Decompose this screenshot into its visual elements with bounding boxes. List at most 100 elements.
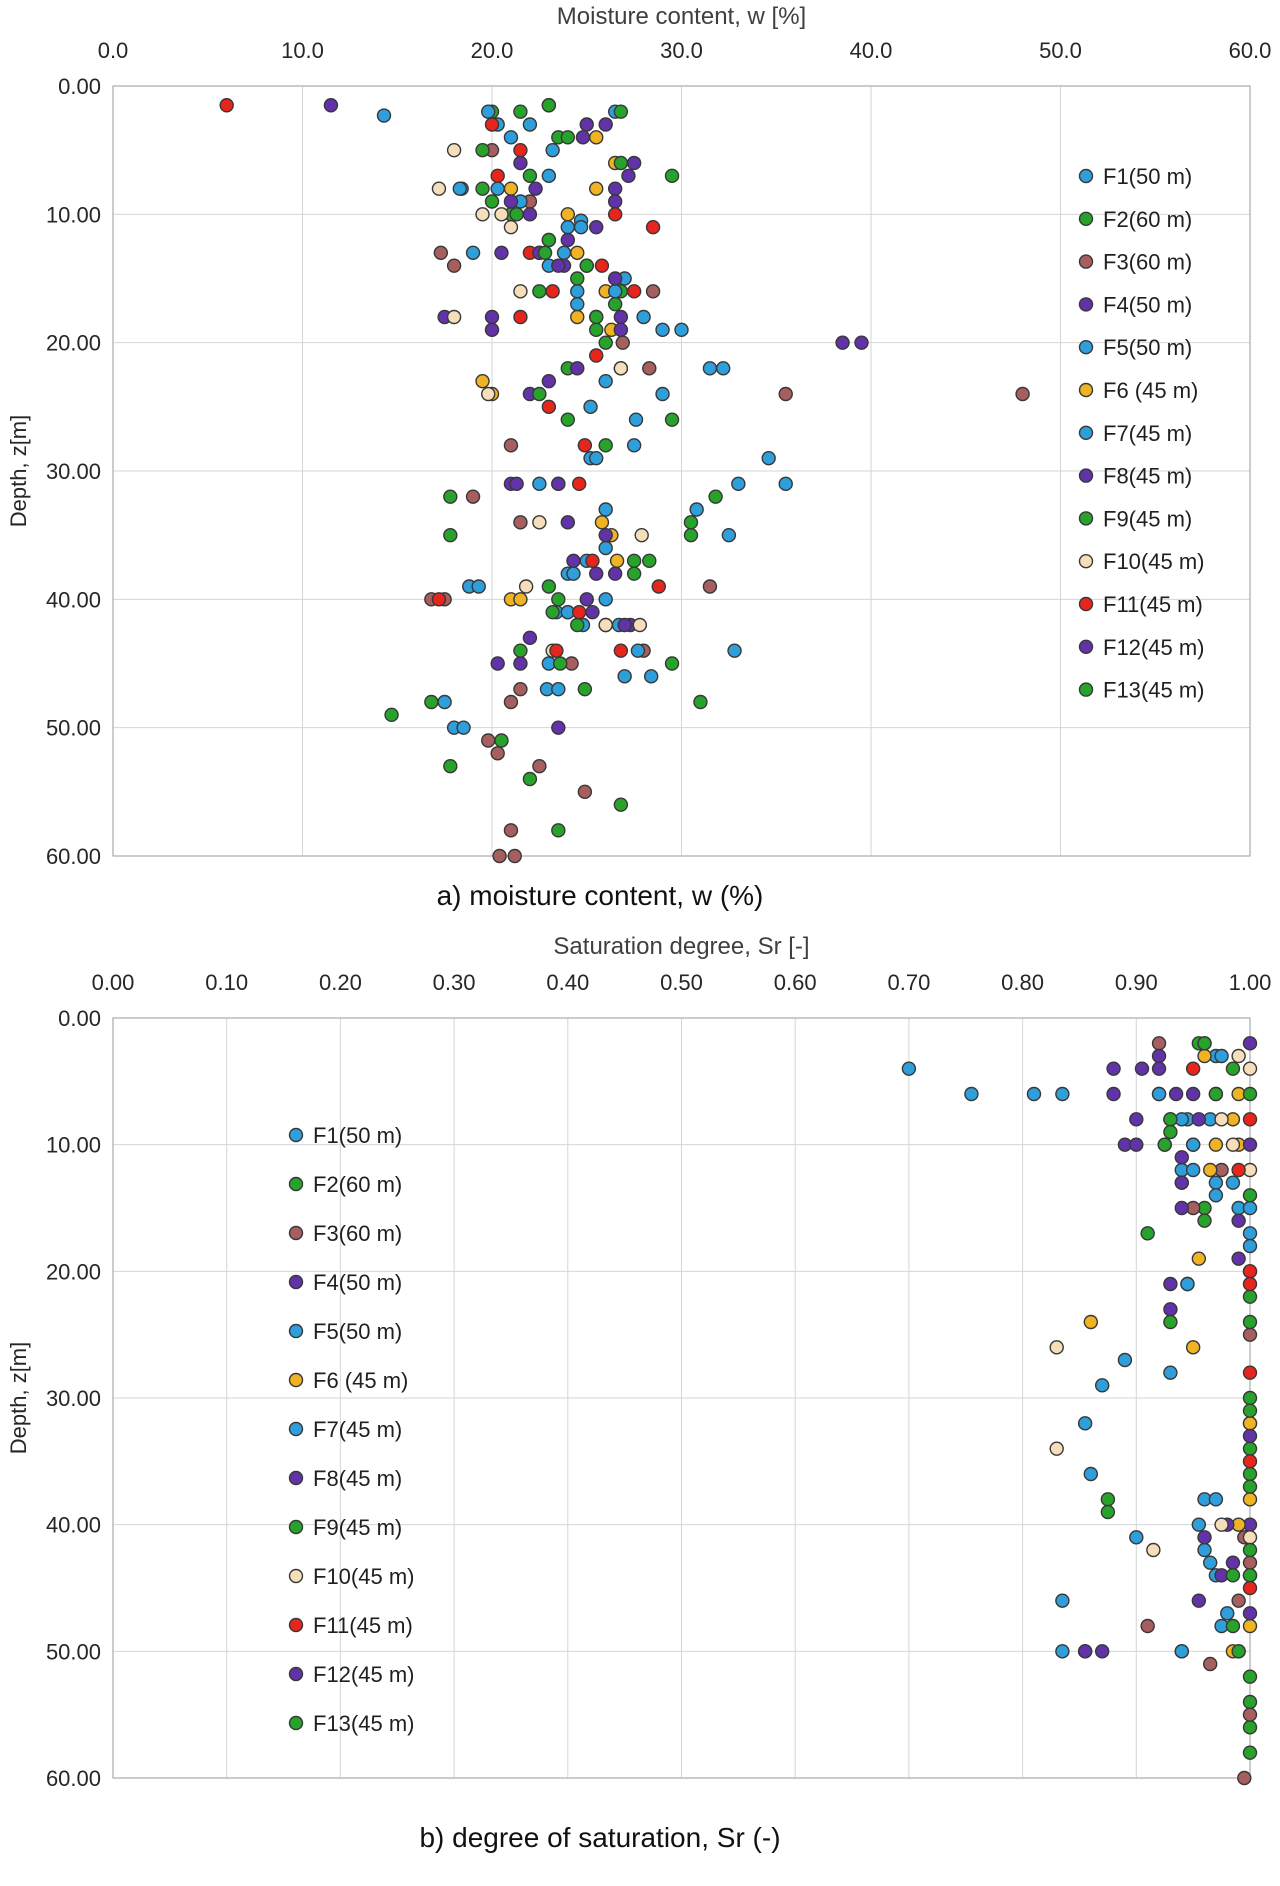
data-point — [560, 232, 575, 248]
data-point — [598, 117, 613, 132]
y-tick-label: 50.00 — [46, 716, 101, 741]
data-point — [323, 98, 339, 113]
data-point — [573, 219, 589, 235]
y-tick-label: 40.00 — [46, 587, 101, 612]
series-f9-45-m- — [443, 104, 699, 671]
chart-title: Saturation degree, Sr [-] — [553, 933, 809, 960]
data-point — [551, 258, 566, 273]
legend-item: F4(50 m) — [288, 1270, 402, 1295]
data-point — [689, 502, 704, 517]
data-point — [589, 309, 604, 325]
legend-label: F10(45 m) — [313, 1564, 414, 1589]
data-point — [433, 245, 449, 261]
data-point — [1077, 1416, 1093, 1431]
data-point — [636, 309, 651, 325]
data-point — [607, 296, 623, 312]
data-point — [575, 130, 591, 145]
legend-item: F7(45 m) — [288, 1417, 402, 1442]
series-f6-45-m- — [1083, 1048, 1258, 1659]
data-point — [513, 592, 528, 607]
data-point — [560, 219, 575, 235]
series-f4-50-m- — [323, 98, 850, 735]
data-point — [513, 155, 528, 171]
data-point — [1094, 1644, 1110, 1659]
series-f1-50-m- — [901, 1061, 1258, 1659]
data-point — [532, 515, 547, 530]
legend-marker-icon — [288, 1617, 304, 1633]
data-point — [446, 309, 462, 325]
data-point — [721, 527, 737, 543]
data-point — [551, 476, 566, 492]
data-point — [708, 489, 723, 504]
data-point — [1242, 1479, 1258, 1494]
legend-label: F3(60 m) — [313, 1221, 402, 1246]
data-point — [1197, 1213, 1212, 1228]
data-point — [1151, 1086, 1167, 1102]
data-point — [1191, 1112, 1207, 1127]
x-tick-label: 0.10 — [205, 970, 248, 995]
x-tick-label: 1.00 — [1229, 970, 1272, 995]
x-tick-label: 50.0 — [1039, 38, 1082, 63]
data-point — [630, 643, 646, 658]
data-point — [475, 373, 490, 389]
legend-label: F5(50 m) — [1103, 335, 1192, 360]
legend-item: F9(45 m) — [288, 1515, 402, 1540]
data-point — [621, 168, 636, 184]
x-tick-label: 0.40 — [546, 970, 589, 995]
data-point — [475, 181, 490, 196]
data-point — [1242, 1707, 1258, 1722]
data-point — [577, 784, 593, 800]
data-point — [589, 566, 604, 581]
data-point — [1174, 1200, 1189, 1216]
data-point — [219, 98, 234, 113]
data-point — [1231, 1251, 1246, 1266]
data-point — [585, 604, 600, 620]
legend-item: F6 (45 m) — [1078, 378, 1198, 403]
data-point — [513, 309, 528, 325]
data-point — [607, 271, 623, 286]
legend-item: F9(45 m) — [1078, 506, 1192, 531]
data-point — [571, 476, 587, 492]
data-point — [583, 399, 598, 415]
data-point — [607, 566, 623, 581]
x-tick-label: 0.70 — [887, 970, 930, 995]
series-f3-60-m- — [1140, 1036, 1258, 1786]
data-point — [484, 309, 500, 325]
data-point — [589, 348, 604, 363]
data-point — [594, 515, 610, 530]
y-tick-label: 50.00 — [46, 1639, 101, 1664]
data-point — [1237, 1770, 1252, 1786]
legend-marker-icon — [288, 1225, 304, 1241]
data-point — [481, 733, 496, 748]
data-point — [1106, 1061, 1121, 1076]
data-point — [549, 643, 564, 658]
data-point — [613, 797, 629, 812]
data-point — [522, 630, 538, 646]
data-point — [1140, 1618, 1155, 1634]
data-point — [522, 771, 538, 787]
data-point — [655, 322, 670, 338]
data-point — [1242, 1441, 1258, 1456]
data-point — [541, 399, 557, 415]
data-point — [513, 515, 528, 530]
legend-item: F10(45 m) — [288, 1564, 414, 1589]
series-f1-50-m- — [376, 108, 793, 735]
series-f12-45-m- — [1077, 1061, 1258, 1659]
data-point — [1163, 1365, 1178, 1380]
data-point — [452, 181, 467, 196]
data-point — [490, 746, 505, 761]
data-point — [607, 207, 623, 222]
legend-item: F8(45 m) — [288, 1466, 402, 1491]
x-tick-label: 0.90 — [1115, 970, 1158, 995]
data-point — [490, 168, 505, 184]
data-point — [617, 617, 632, 633]
data-point — [1191, 1593, 1207, 1608]
legend-item: F11(45 m) — [288, 1613, 413, 1638]
legend-label: F1(50 m) — [313, 1123, 402, 1148]
data-point — [1231, 1644, 1246, 1659]
data-point — [715, 361, 731, 376]
x-tick-label: 0.00 — [92, 970, 135, 995]
data-point — [1163, 1112, 1178, 1127]
data-point — [443, 758, 458, 774]
data-point — [566, 566, 581, 581]
